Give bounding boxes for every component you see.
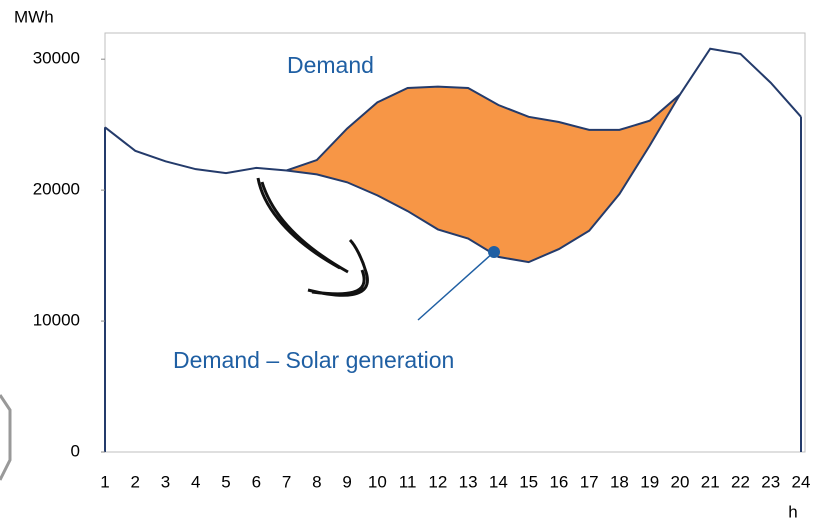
x-tick-label: 4 xyxy=(191,472,200,491)
x-tick-label: 1 xyxy=(100,472,109,491)
x-tick-label: 16 xyxy=(549,472,568,491)
x-tick-label: 10 xyxy=(368,472,387,491)
y-tick-label: 20000 xyxy=(33,180,80,199)
solar-area xyxy=(286,86,680,263)
x-tick-label: 19 xyxy=(640,472,659,491)
net-annotation: Demand – Solar generation xyxy=(173,347,454,373)
x-tick-label: 8 xyxy=(312,472,321,491)
x-tick-label: 6 xyxy=(252,472,261,491)
y-tick-label: 10000 xyxy=(33,311,80,330)
series-line xyxy=(104,47,802,175)
series-line xyxy=(286,94,681,264)
x-tick-label: 17 xyxy=(580,472,599,491)
y-tick-label: 30000 xyxy=(33,49,80,68)
x-tick-label: 11 xyxy=(399,472,417,491)
x-tick-label: 18 xyxy=(610,472,629,491)
x-tick-label: 7 xyxy=(282,472,291,491)
x-tick-label: 15 xyxy=(519,472,538,491)
x-tick-label: 2 xyxy=(131,472,140,491)
x-axis-label: h xyxy=(788,502,797,521)
pointer-dot xyxy=(488,246,500,258)
x-tick-label: 5 xyxy=(221,472,230,491)
x-tick-label: 13 xyxy=(459,472,478,491)
x-tick-label: 3 xyxy=(161,472,170,491)
x-tick-label: 14 xyxy=(489,472,508,491)
x-tick-label: 12 xyxy=(428,472,447,491)
pointer-line xyxy=(417,251,495,321)
x-tick-label: 21 xyxy=(701,472,720,491)
arrow-sketch xyxy=(256,177,369,297)
left-bracket xyxy=(0,394,12,481)
x-tick-label: 9 xyxy=(342,472,351,491)
x-tick-label: 22 xyxy=(731,472,750,491)
x-tick-label: 20 xyxy=(670,472,689,491)
x-tick-label: 23 xyxy=(761,472,780,491)
y-tick-label: 0 xyxy=(71,441,80,460)
demand-annotation: Demand xyxy=(287,52,374,78)
x-tick-label: 24 xyxy=(792,472,811,491)
y-axis-label: MWh xyxy=(14,7,54,26)
